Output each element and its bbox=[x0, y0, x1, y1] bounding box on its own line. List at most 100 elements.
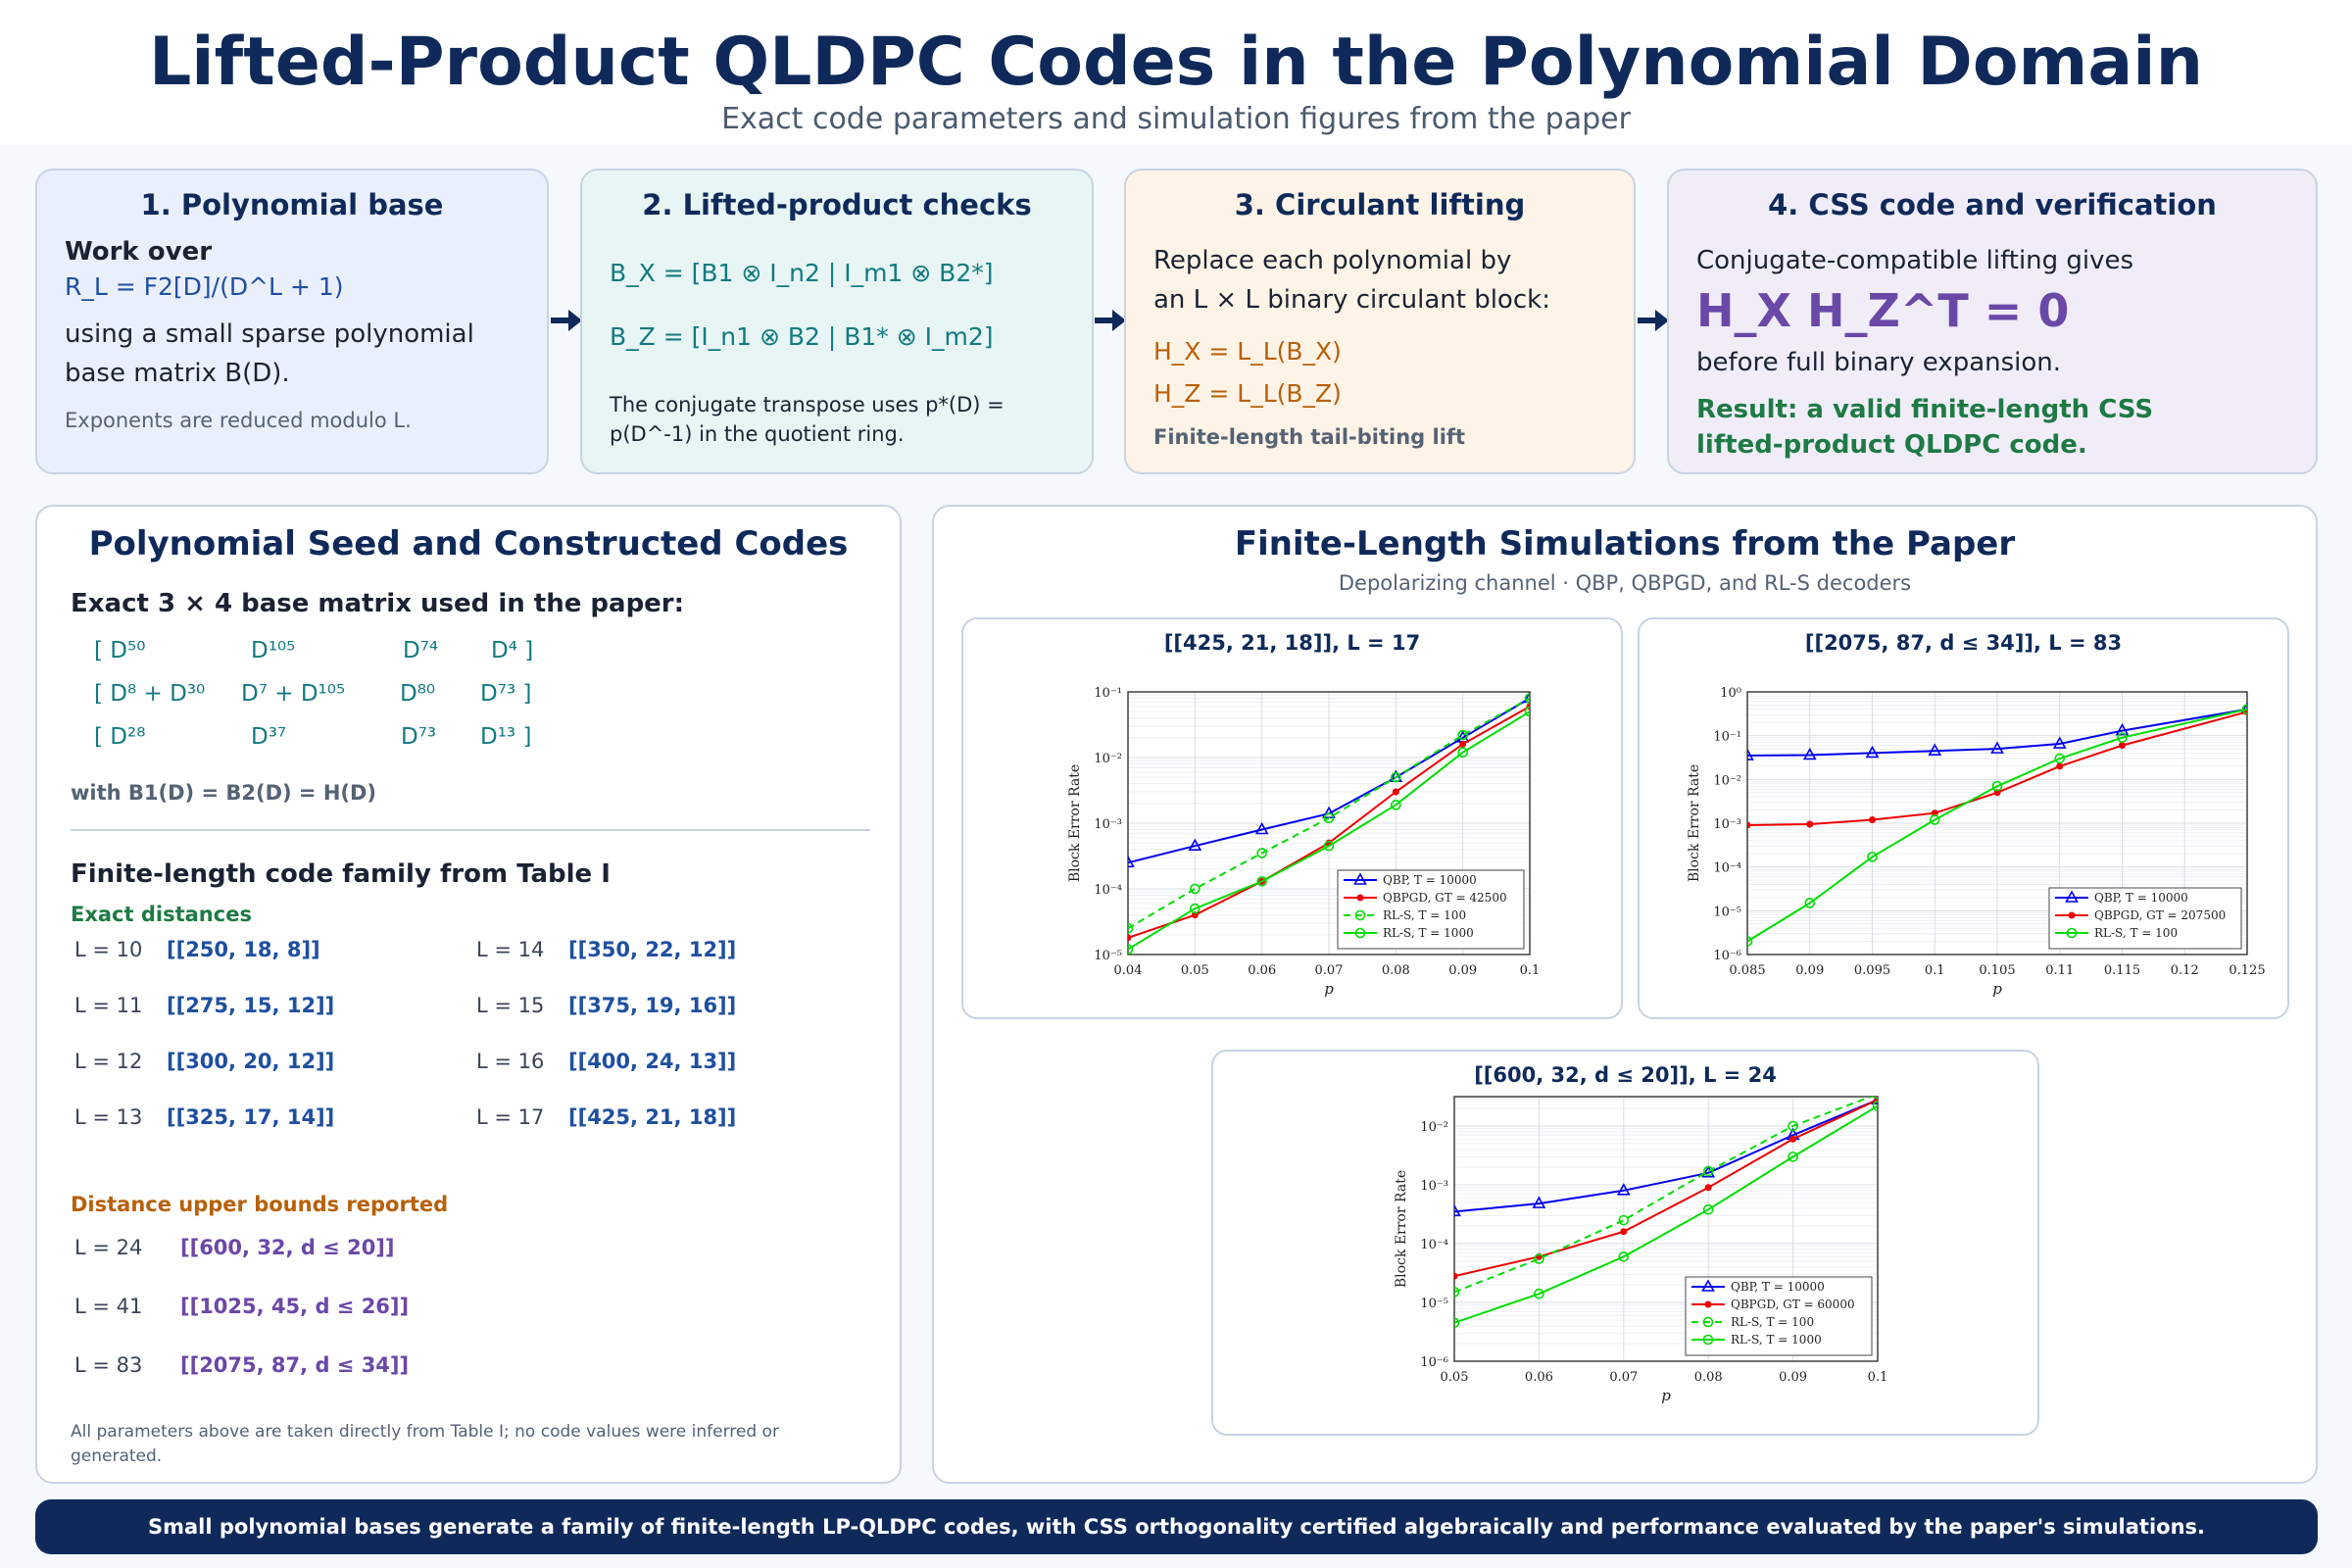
series-group bbox=[1747, 702, 2247, 760]
matrix-entry: [ D²⁸ bbox=[94, 724, 146, 750]
data-point bbox=[1702, 1165, 1714, 1177]
data-point bbox=[1190, 883, 1200, 895]
plot-title: [[2075, 87, d ≤ 34]], L = 83 bbox=[1804, 631, 2123, 655]
data-point bbox=[1788, 1120, 1798, 1132]
bz-formula: B_Z = [I_n1 ⊗ B2 | B1* ⊗ I_m2] bbox=[610, 322, 994, 351]
code-lift-size: L = 15 bbox=[476, 994, 545, 1017]
x-tick-label: 0.125 bbox=[2229, 963, 2265, 978]
plot-frame bbox=[1127, 691, 1531, 956]
data-point bbox=[2066, 927, 2078, 939]
y-tick-label: 10⁻⁴ bbox=[1094, 883, 1122, 898]
x-tick-label: 0.1 bbox=[1520, 963, 1541, 978]
data-point bbox=[1931, 809, 1938, 817]
data-point bbox=[1457, 729, 1468, 741]
code-parameters: [[2075, 87, d ≤ 34]] bbox=[180, 1353, 410, 1377]
step-body-line: using a small sparse polynomial bbox=[65, 319, 474, 349]
code-lift-size: L = 17 bbox=[476, 1105, 545, 1129]
y-tick-label: 10⁻¹ bbox=[1713, 730, 1741, 745]
y-tick-label: 10⁻² bbox=[1713, 773, 1741, 788]
matrix-entry: D¹³ ] bbox=[480, 724, 532, 750]
page-subtitle: Exact code parameters and simulation fig… bbox=[721, 102, 1631, 136]
series-group bbox=[1128, 693, 1530, 934]
data-point bbox=[1804, 898, 1816, 908]
data-point bbox=[2240, 702, 2247, 714]
data-point bbox=[2119, 742, 2126, 750]
code-lift-size: L = 10 bbox=[74, 938, 143, 961]
code-lift-size: L = 16 bbox=[476, 1050, 545, 1073]
arrow-right-icon bbox=[1095, 306, 1126, 335]
plot-title: [[600, 32, d ≤ 20]], L = 24 bbox=[1474, 1063, 1777, 1087]
legend-label: QBP, T = 10000 bbox=[1383, 873, 1477, 887]
x-tick-label: 0.09 bbox=[1779, 1370, 1807, 1385]
data-point bbox=[2115, 722, 2130, 736]
plot-frame bbox=[1453, 1096, 1879, 1362]
x-tick-label: 0.07 bbox=[1315, 963, 1344, 978]
data-point bbox=[1788, 1152, 1798, 1162]
source-note: All parameters above are taken directly … bbox=[71, 1420, 874, 1469]
y-tick-label: 10⁻³ bbox=[1420, 1179, 1448, 1194]
plot-l24: [[600, 32, d ≤ 20]], L = 24 0.05 0.06 0.07… bbox=[1211, 1050, 2039, 1436]
code-parameters: [[350, 22, 12]] bbox=[568, 938, 737, 961]
step-body-line: before full binary expansion. bbox=[1696, 348, 2062, 377]
matrix-entry: D³⁷ bbox=[251, 724, 287, 750]
data-point bbox=[1704, 1184, 1712, 1192]
orthogonality-equation: H_X H_Z^T = 0 bbox=[1696, 284, 2070, 337]
x-tick-label: 0.105 bbox=[1979, 963, 2015, 978]
matrix-entry: D⁷³ bbox=[401, 724, 437, 750]
step-title: 3. Circulant lifting bbox=[1234, 188, 1526, 221]
data-point bbox=[1616, 1183, 1631, 1196]
data-point bbox=[1532, 1196, 1546, 1208]
series-line bbox=[1128, 697, 1530, 930]
y-tick-label: 10⁻¹ bbox=[1094, 686, 1122, 701]
legend-label: QBPGD, GT = 42500 bbox=[1383, 891, 1507, 905]
series-line bbox=[1747, 708, 2247, 943]
result-line: Result: a valid finite-length CSS bbox=[1696, 395, 2154, 424]
x-axis-label: p bbox=[1992, 980, 2002, 998]
series-group bbox=[1128, 706, 1530, 955]
step-circulant-lifting: 3. Circulant lifting Replace each polyno… bbox=[1124, 169, 1636, 474]
data-point bbox=[1392, 788, 1399, 796]
footer-banner: Small polynomial bases generate a family… bbox=[35, 1499, 2318, 1554]
series-group bbox=[1454, 1097, 1878, 1217]
x-tick-label: 0.1 bbox=[1868, 1370, 1888, 1385]
series-line bbox=[1747, 708, 2247, 757]
source-note-line: All parameters above are taken directly … bbox=[71, 1422, 779, 1442]
data-point bbox=[1524, 693, 1530, 704]
data-point bbox=[1618, 1251, 1630, 1262]
result-line: lifted-product QLDPC code. bbox=[1696, 430, 2087, 460]
legend-label: QBPGD, GT = 60000 bbox=[1731, 1298, 1855, 1311]
data-point bbox=[1256, 848, 1267, 858]
hx-lift: H_X = L_L(B_X) bbox=[1153, 337, 1342, 366]
data-point bbox=[2241, 704, 2247, 715]
step-lead: Work over bbox=[65, 237, 213, 267]
code-parameters: [[375, 19, 16]] bbox=[568, 994, 737, 1017]
chart-svg: 0.04 0.05 0.06 0.07 0.08 0.09 0.1 10⁻⁵ 10⁻⁴ 10⁻³ 1… bbox=[1067, 686, 1541, 998]
data-point bbox=[1454, 1203, 1461, 1217]
x-tick-label: 0.04 bbox=[1114, 963, 1143, 978]
data-point bbox=[1190, 903, 1200, 914]
seed-and-codes-panel: Polynomial Seed and Constructed Codes Ex… bbox=[35, 505, 902, 1484]
legend-label: QBPGD, GT = 207500 bbox=[2094, 908, 2226, 922]
y-tick-label: 10⁻² bbox=[1420, 1120, 1448, 1135]
data-point bbox=[1254, 821, 1269, 835]
series-line bbox=[1454, 1099, 1878, 1278]
code-lift-size: L = 13 bbox=[74, 1105, 143, 1129]
y-axis-label: Block Error Rate bbox=[1394, 1170, 1409, 1288]
exact-distances-heading: Exact distances bbox=[71, 903, 252, 926]
data-point bbox=[1128, 855, 1135, 868]
series-group bbox=[1747, 704, 2247, 947]
y-tick-label: 10⁻² bbox=[1094, 752, 1122, 766]
data-point bbox=[2117, 732, 2128, 744]
step-css-verification: 4. CSS code and verification Conjugate-c… bbox=[1667, 169, 2318, 474]
y-tick-label: 10⁻⁶ bbox=[1420, 1355, 1448, 1370]
x-tick-label: 0.07 bbox=[1609, 1370, 1638, 1385]
y-tick-label: 10⁻⁴ bbox=[1713, 861, 1741, 876]
data-point bbox=[1747, 748, 1754, 760]
code-parameters: [[425, 21, 18]] bbox=[568, 1105, 737, 1129]
code-parameters: [[325, 17, 14]] bbox=[167, 1105, 335, 1129]
x-tick-label: 0.08 bbox=[1382, 963, 1410, 978]
data-point bbox=[1353, 872, 1367, 885]
matrix-entry: D⁷⁴ bbox=[403, 638, 439, 663]
data-point bbox=[1869, 815, 1876, 823]
data-point bbox=[1806, 820, 1814, 828]
